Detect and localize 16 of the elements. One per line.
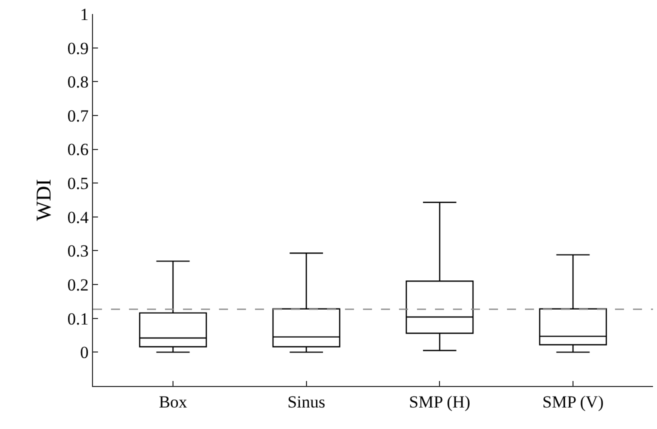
x-tick-label: SMP (V)	[542, 392, 604, 412]
y-tick-label: 1	[80, 4, 89, 24]
y-tick-label: 0.7	[67, 106, 90, 126]
x-tick-label: Sinus	[287, 392, 326, 412]
y-tick-label: 0.8	[67, 72, 89, 92]
y-tick-label: 0	[80, 343, 89, 362]
y-tick-label: 0.9	[67, 38, 89, 58]
x-tick-label: SMP (H)	[409, 392, 470, 412]
y-tick-label: 0.6	[67, 140, 89, 160]
y-tick-label: 0.2	[67, 276, 89, 294]
x-tick-label: Box	[158, 392, 188, 412]
y-tick-label: 0.4	[67, 208, 90, 227]
y-tick-label: 0.1	[67, 309, 89, 328]
y-tick-label: 0.5	[67, 174, 89, 194]
y-tick-label: 0.3	[67, 242, 89, 261]
y-axis-title: WDI	[32, 179, 56, 221]
